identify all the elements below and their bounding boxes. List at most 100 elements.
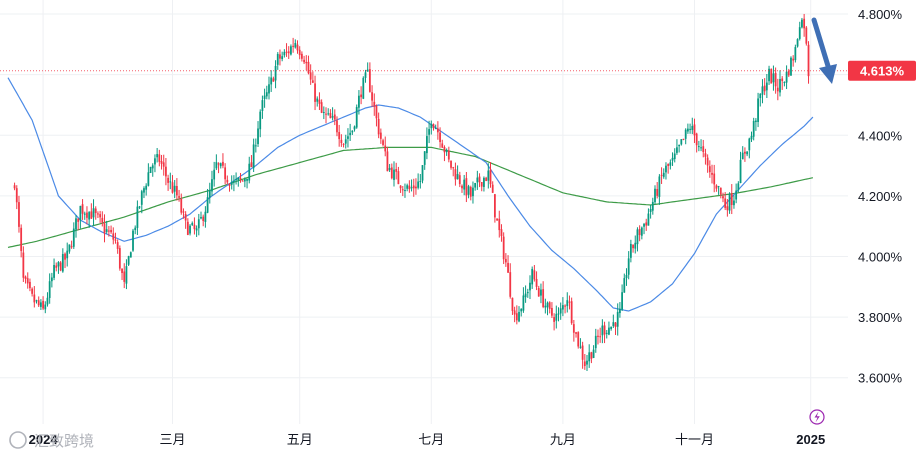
candle-body [616, 311, 619, 327]
candle-body [186, 221, 189, 235]
candle-body [759, 93, 762, 99]
candle [211, 170, 213, 196]
candle [215, 154, 218, 171]
candle-body [605, 332, 608, 334]
candle [202, 214, 205, 227]
candle [803, 13, 806, 37]
candle-body [787, 70, 790, 76]
candle-body [204, 211, 207, 222]
candle-body [445, 149, 448, 153]
candle-body [757, 98, 759, 122]
candle-body [754, 120, 757, 123]
candle [463, 174, 466, 196]
candle [15, 185, 18, 210]
candle [72, 222, 75, 249]
candle-body [502, 236, 505, 260]
candle [561, 297, 564, 317]
candle [149, 166, 152, 174]
candle [360, 86, 363, 105]
candle-body [487, 170, 490, 181]
candle-body [660, 174, 663, 176]
candle [160, 154, 163, 170]
candle-body [35, 300, 38, 302]
candle [553, 313, 556, 331]
candle [619, 302, 621, 318]
candle-body [246, 178, 248, 181]
candle-body [274, 65, 277, 81]
candle-body [86, 212, 88, 218]
candle [294, 39, 297, 49]
candle-body [432, 124, 435, 128]
watermark: 汇致跨境 [9, 431, 94, 450]
candle-body [638, 229, 641, 236]
candle-body [94, 208, 97, 214]
candle-body [603, 325, 606, 335]
candle [575, 331, 577, 338]
candle-body [353, 126, 356, 130]
candle [744, 147, 746, 162]
candle [421, 165, 424, 184]
candle [794, 44, 797, 63]
candle-body [24, 276, 27, 279]
candle-body [599, 336, 602, 338]
candle-body [693, 124, 696, 136]
candle [230, 175, 233, 190]
candle [18, 195, 20, 233]
candle-body [404, 190, 406, 192]
candle-body [371, 92, 373, 101]
candle-body [307, 61, 310, 74]
candle-body [393, 169, 395, 180]
candle-body [173, 185, 176, 192]
candle-body [217, 163, 220, 165]
candle-body [48, 281, 51, 298]
candle-body [338, 132, 341, 140]
candle [608, 321, 610, 336]
candle [145, 183, 148, 196]
candle-body [511, 297, 514, 311]
candle-body [531, 268, 534, 285]
lightning-icon[interactable] [809, 409, 825, 425]
candle-body [248, 163, 251, 181]
candle-body [540, 289, 542, 296]
candle-body [208, 189, 211, 198]
candle [274, 60, 277, 89]
candle-body [632, 244, 634, 249]
arrow-head [819, 64, 837, 84]
candle-body [358, 95, 360, 108]
candle [325, 107, 327, 124]
candle [22, 246, 25, 282]
candle [801, 17, 803, 29]
candle-body [373, 101, 376, 107]
candle [713, 164, 716, 193]
candle [691, 117, 694, 135]
candle [44, 301, 47, 314]
candle [726, 199, 729, 217]
candle [83, 211, 86, 220]
candle [167, 174, 170, 191]
candle-body [654, 188, 656, 203]
candle [735, 183, 738, 204]
candle-body [665, 165, 667, 173]
candle [581, 341, 584, 369]
candle [92, 199, 95, 227]
candle-body [667, 163, 670, 167]
candle [586, 354, 588, 372]
candle [265, 85, 268, 100]
candle [158, 149, 161, 167]
candle-body [434, 128, 437, 130]
candle-body [544, 305, 547, 308]
candle-body [61, 254, 64, 272]
candles [13, 13, 810, 372]
candle [483, 176, 485, 192]
candle [75, 214, 77, 238]
candle [379, 128, 382, 144]
candle-body [781, 78, 784, 82]
candle [555, 305, 558, 329]
candle-body [478, 176, 481, 183]
candle [645, 218, 648, 231]
candle [213, 161, 216, 187]
y-tick-label: 4.200% [858, 189, 903, 204]
candle [388, 164, 391, 172]
candle-body [320, 102, 323, 113]
